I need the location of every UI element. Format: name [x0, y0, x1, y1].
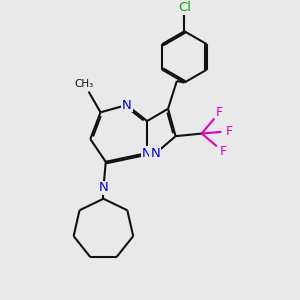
Text: Cl: Cl — [178, 2, 191, 14]
Text: F: F — [216, 106, 223, 119]
Text: F: F — [219, 145, 226, 158]
Text: F: F — [226, 125, 233, 138]
Text: CH₃: CH₃ — [75, 79, 94, 89]
Text: N: N — [122, 98, 132, 112]
Text: N: N — [142, 147, 152, 160]
Text: N: N — [150, 147, 160, 160]
Text: N: N — [98, 182, 108, 194]
